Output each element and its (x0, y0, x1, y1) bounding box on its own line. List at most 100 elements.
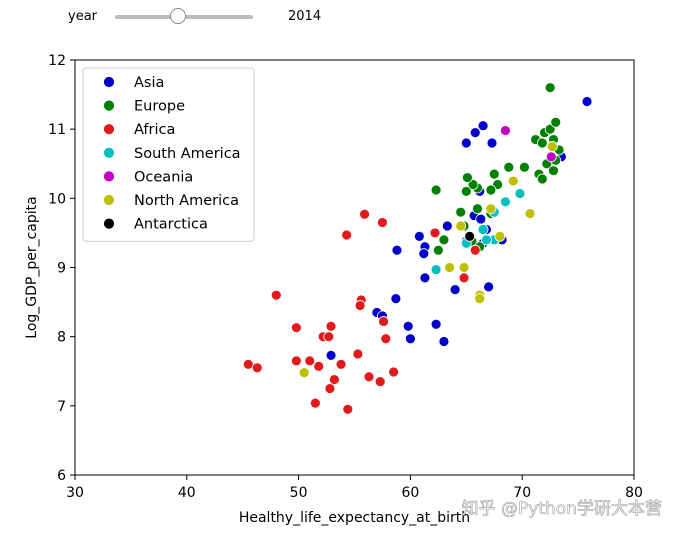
point-north-america (474, 293, 486, 305)
point-asia (477, 120, 489, 132)
legend-box (82, 67, 255, 242)
plot-frame (74, 59, 635, 476)
legend-marker-antarctica (103, 217, 115, 230)
year-slider-thumb[interactable] (169, 8, 186, 24)
point-africa (313, 361, 325, 372)
point-africa (352, 348, 364, 360)
x-tick-label: 50 (290, 485, 308, 501)
points-layer (242, 82, 593, 415)
legend-label-africa: Africa (134, 122, 175, 138)
point-africa (469, 244, 481, 256)
point-europe (438, 234, 450, 246)
point-africa (304, 355, 316, 367)
point-south-america (481, 234, 492, 246)
point-africa (290, 322, 302, 334)
point-europe (548, 165, 559, 177)
y-tick-label: 8 (57, 330, 66, 346)
point-africa (342, 403, 354, 415)
point-africa (323, 331, 335, 343)
year-slider-track[interactable] (115, 8, 253, 24)
point-europe (488, 168, 500, 180)
legend-label-oceania: Oceania (134, 169, 193, 185)
point-africa (242, 358, 254, 370)
point-africa (380, 333, 392, 345)
x-tick-label: 70 (513, 485, 531, 501)
y-tick-label: 7 (57, 399, 66, 415)
legend-marker-asia (103, 76, 115, 88)
point-africa (270, 289, 282, 301)
point-europe (519, 161, 530, 173)
x-tick-label: 60 (401, 485, 419, 501)
point-europe (432, 244, 444, 256)
point-europe (503, 161, 515, 173)
point-africa (363, 371, 375, 383)
point-africa (359, 208, 370, 220)
point-africa (328, 374, 340, 385)
y-tick-label: 10 (48, 191, 66, 207)
point-antarctica (464, 230, 476, 242)
point-asia (404, 333, 416, 345)
point-asia (469, 127, 481, 139)
x-tick-label: 30 (66, 485, 84, 501)
legend-label-south-america: South America (134, 146, 241, 162)
point-north-america (485, 203, 497, 215)
point-asia (460, 137, 472, 149)
watermark-text: 知乎 @Python学研大本营 (462, 499, 662, 519)
x-axis-label: Healthy_life_expectancy_at_birth (239, 510, 470, 526)
point-europe (485, 184, 497, 196)
point-north-america (494, 230, 506, 242)
point-asia (419, 272, 431, 284)
point-africa (309, 397, 321, 409)
y-axis-label: Log_GDP_per_capita (24, 196, 40, 338)
point-asia (475, 213, 487, 225)
point-asia (438, 336, 450, 347)
point-europe (536, 137, 548, 149)
legend-label-antarctica: Antarctica (134, 217, 208, 233)
point-africa (251, 362, 263, 374)
point-south-america (500, 196, 511, 208)
legend-marker-north-america (103, 194, 115, 206)
point-europe (472, 203, 483, 215)
year-slider-value: 2014 (288, 9, 322, 24)
point-asia (486, 137, 498, 149)
y-tick-label: 9 (57, 261, 66, 277)
point-africa (377, 217, 388, 228)
legend-label-asia: Asia (134, 75, 164, 91)
point-africa (335, 358, 347, 370)
point-north-america (524, 208, 536, 219)
point-north-america (458, 262, 470, 273)
scatter-chart: 30 40 50 60 70 80 6 7 8 9 10 11 12 Healthy_life_expe… (24, 53, 662, 526)
point-asia (581, 96, 593, 107)
point-asia (325, 349, 337, 361)
point-north-america (546, 141, 558, 152)
point-asia (390, 293, 402, 305)
point-europe (544, 82, 556, 94)
point-africa (374, 376, 386, 388)
legend-marker-africa (103, 123, 115, 136)
point-europe (455, 206, 467, 218)
point-africa (325, 320, 337, 332)
legend-marker-south-america (103, 146, 115, 159)
point-africa (290, 355, 302, 367)
year-slider-fill (115, 15, 178, 19)
point-north-america (507, 175, 519, 187)
point-north-america (444, 262, 455, 273)
point-asia (402, 320, 414, 332)
point-africa (341, 229, 353, 241)
legend: Asia Europe Africa South America Oceania Nort… (82, 67, 255, 242)
legend-marker-oceania (103, 170, 115, 183)
legend-label-europe: Europe (134, 99, 185, 115)
point-north-america (298, 367, 310, 379)
point-asia (483, 281, 495, 293)
x-tick-label: 80 (625, 485, 643, 501)
point-asia (418, 248, 430, 260)
point-europe (430, 184, 442, 196)
ticks-layer: 30 40 50 60 70 80 6 7 8 9 10 11 12 (48, 53, 643, 501)
point-south-america (514, 188, 526, 199)
point-asia (391, 244, 403, 256)
y-tick-label: 12 (48, 53, 66, 69)
legend-marker-europe (103, 99, 115, 112)
y-tick-label: 6 (57, 468, 66, 484)
x-tick-label: 40 (178, 485, 196, 501)
year-slider-label: year (68, 9, 98, 24)
